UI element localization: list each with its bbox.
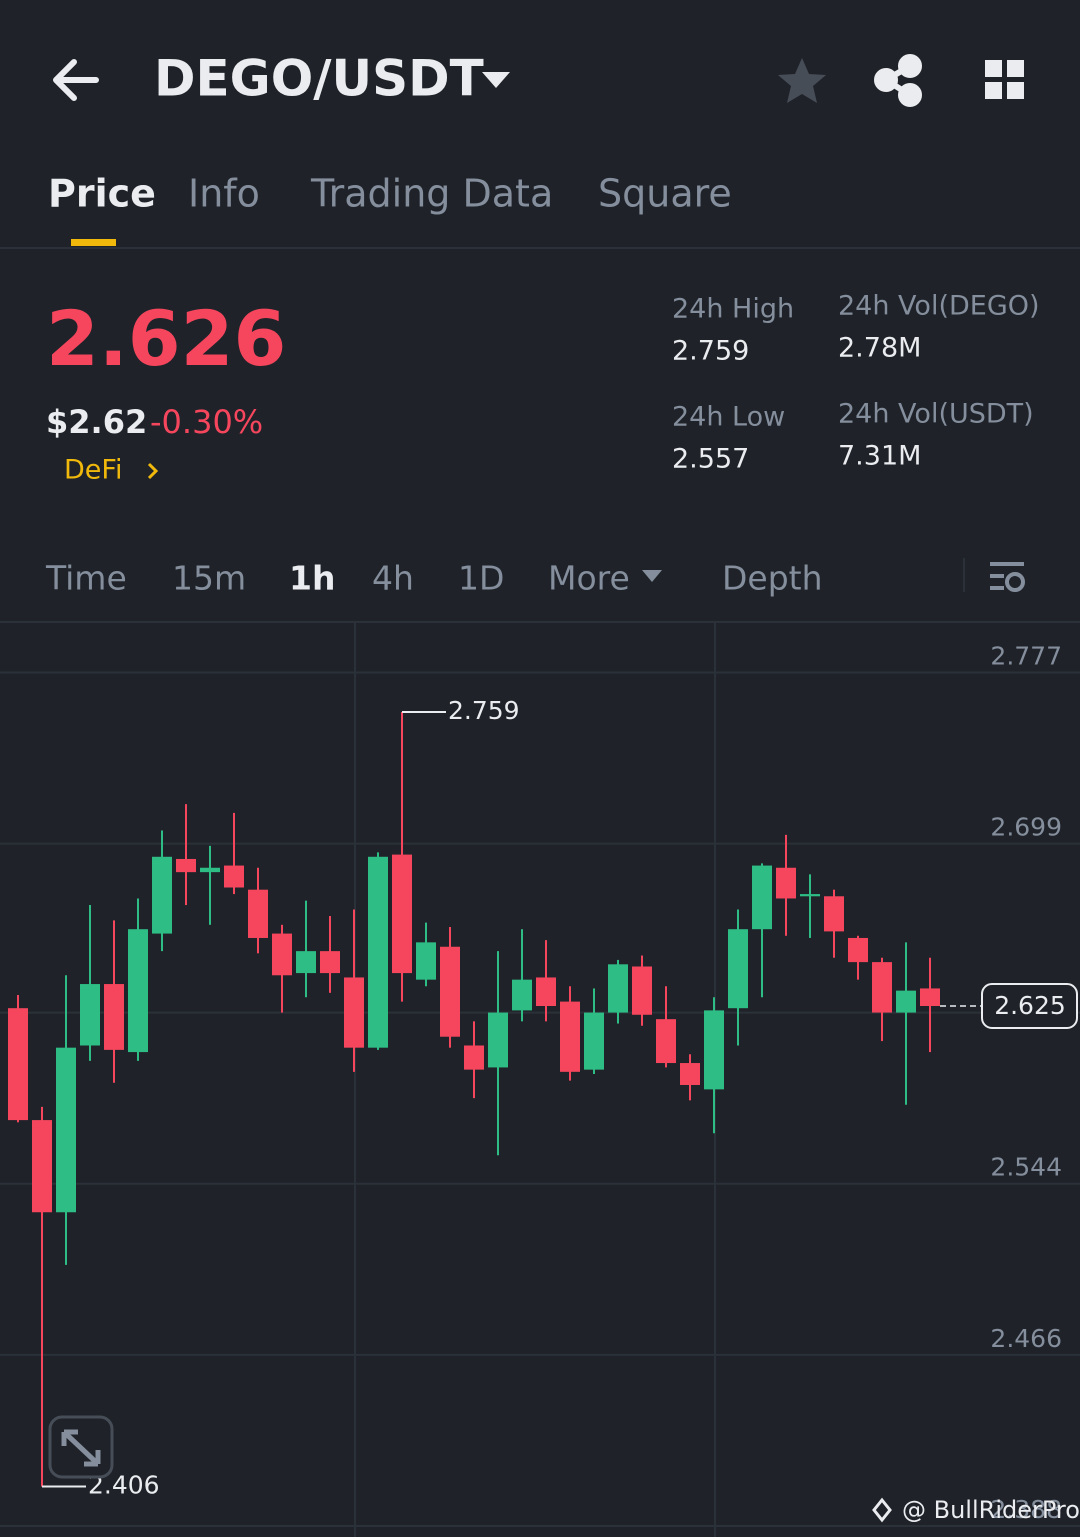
usd-price: $2.62 — [46, 403, 147, 441]
candle-body — [200, 867, 220, 873]
watermark-logo — [872, 1497, 892, 1523]
tag-chevron — [147, 462, 159, 480]
candle-body — [224, 865, 244, 888]
candle-body — [920, 988, 940, 1006]
expand-button[interactable] — [48, 1415, 114, 1479]
stat-label: 24h Vol(USDT) — [838, 399, 1034, 430]
candle-body — [296, 951, 316, 974]
stat-value: 2.759 — [672, 336, 749, 367]
chart-settings-icon[interactable] — [990, 562, 1025, 592]
interval-tab[interactable]: 4h — [372, 559, 414, 598]
y-tick-label: 2.699 — [990, 813, 1062, 842]
interval-tab[interactable]: Time — [45, 559, 127, 598]
candle-body — [800, 894, 820, 897]
candle-body — [776, 867, 796, 899]
watermark: @ BullRiderPro — [902, 1496, 1080, 1524]
tab[interactable]: Info — [188, 172, 260, 216]
stat-value: 2.557 — [672, 444, 749, 475]
tab[interactable]: Trading Data — [310, 172, 553, 216]
candle-body — [512, 979, 532, 1011]
candle-body — [392, 854, 412, 974]
max-label: 2.759 — [448, 696, 520, 725]
candle-body — [248, 889, 268, 938]
candle-body — [656, 1019, 676, 1064]
candle-body — [104, 984, 124, 1050]
current-price-label: 2.625 — [994, 991, 1066, 1020]
y-tick-label: 2.466 — [990, 1324, 1062, 1353]
pair-dropdown[interactable] — [482, 72, 510, 88]
interval-tab[interactable]: Depth — [722, 559, 823, 598]
candle-body — [272, 933, 292, 976]
y-tick-label: 2.777 — [990, 641, 1062, 670]
candle-body — [680, 1063, 700, 1085]
y-tick-label: 2.388 — [990, 1495, 1062, 1524]
stat-label: 24h High — [672, 294, 794, 325]
active-tab-indicator — [71, 239, 116, 246]
candle-body — [32, 1120, 52, 1213]
pair-title[interactable]: DEGO/USDT — [154, 50, 484, 108]
stat-label: 24h Low — [672, 402, 785, 433]
candle-body — [824, 896, 844, 932]
current-price-box — [981, 982, 1078, 1029]
favorite-icon[interactable] — [778, 58, 826, 103]
back-button[interactable] — [53, 59, 99, 101]
candle-body — [488, 1012, 508, 1068]
candle-body — [152, 856, 172, 934]
stat-value: 2.78M — [838, 333, 921, 364]
stat-value: 7.31M — [838, 441, 921, 472]
candle-body — [560, 1001, 580, 1072]
tab[interactable]: Square — [598, 172, 732, 216]
candle-body — [608, 964, 628, 1013]
share-icon[interactable] — [874, 54, 922, 107]
candle-body — [896, 990, 916, 1013]
price-change: -0.30% — [150, 403, 263, 441]
candle-body — [752, 865, 772, 930]
candle-body — [584, 1012, 604, 1070]
interval-tab[interactable]: 15m — [172, 559, 246, 598]
interval-tab[interactable]: 1h — [289, 559, 335, 598]
candle-body — [8, 1008, 28, 1121]
layout-icon[interactable] — [985, 60, 1024, 99]
more-dropdown — [642, 570, 662, 582]
candle-body — [368, 856, 388, 1048]
candle-body — [416, 942, 436, 980]
candle-body — [848, 937, 868, 963]
candle-body — [704, 1010, 724, 1090]
candle-body — [56, 1047, 76, 1213]
candle-body — [344, 977, 364, 1048]
interval-tab[interactable]: 1D — [458, 559, 504, 598]
candle-body — [320, 951, 340, 974]
candle-body — [536, 977, 556, 1006]
last-price: 2.626 — [46, 294, 286, 383]
candle-body — [440, 946, 460, 1037]
stat-label: 24h Vol(DEGO) — [838, 291, 1040, 322]
candle-body — [80, 984, 100, 1046]
candle-body — [128, 929, 148, 1053]
interval-tab[interactable]: More — [548, 559, 630, 598]
tab[interactable]: Price — [48, 172, 156, 216]
candle-body — [872, 962, 892, 1013]
candle-body — [464, 1045, 484, 1070]
candle-body — [632, 966, 652, 1015]
candle-body — [176, 858, 196, 873]
candle-body — [728, 929, 748, 1009]
y-tick-label: 2.544 — [990, 1153, 1062, 1182]
category-tag[interactable]: DeFi — [64, 455, 122, 486]
